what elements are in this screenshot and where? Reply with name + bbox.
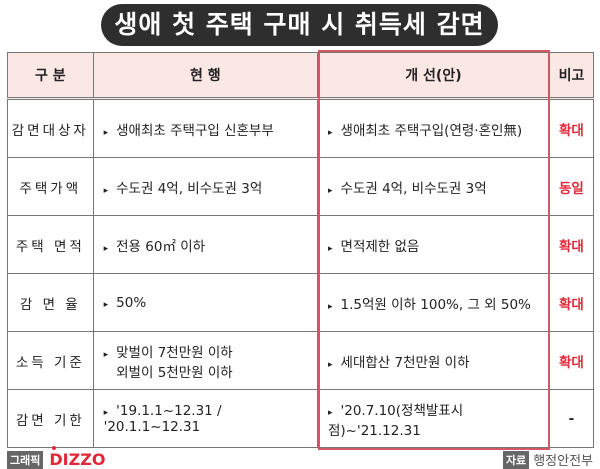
table-row: 감 면 율 ▸ 50% ▸ 1.5억원 이하 100%, 그 외 50% 확대: [7, 273, 595, 332]
row-proposed: ▸ 수도권 4억, 비수도권 3억: [317, 157, 550, 216]
row-current: ▸ 생애최초 주택구입 신혼부부: [92, 98, 319, 158]
row-proposed: ▸ 생애최초 주택구입(연령·혼인無): [317, 98, 550, 158]
row-current: ▸맞벌이 7천만원 이하▸외벌이 5천만원 이하: [92, 331, 319, 390]
row-current: ▸ 전용 60㎡ 이하: [92, 215, 319, 274]
row-proposed: ▸ '20.7.10(정책발표시점)~'21.12.31: [317, 389, 550, 448]
header-proposed: 개 선(안): [317, 52, 550, 100]
row-current: ▸ 수도권 4억, 비수도권 3억: [92, 157, 319, 216]
row-category: 주택가액: [7, 157, 94, 216]
bullet-icon: ▸: [103, 127, 109, 138]
table-row: 감면 기한 ▸ '19.1.1~12.31 / '20.1.1~12.31 ▸ '2…: [7, 389, 595, 448]
row-note: 동일: [548, 157, 595, 216]
bullet-icon: ▸: [328, 243, 333, 254]
row-proposed: ▸ 1.5억원 이하 100%, 그 외 50%: [317, 273, 550, 332]
page-title: 생애 첫 주택 구매 시 취득세 감면: [101, 4, 498, 46]
dizzo-logo: DIZZO: [49, 446, 105, 469]
row-category: 감면대상자: [7, 98, 94, 158]
row-note: 확대: [548, 98, 595, 158]
row-proposed: ▸ 면적제한 없음: [317, 215, 550, 274]
table-row: 주택 면적 ▸ 전용 60㎡ 이하 ▸ 면적제한 없음 확대: [7, 215, 595, 274]
table-row: 소득 기준 ▸맞벌이 7천만원 이하▸외벌이 5천만원 이하 ▸세대합산 7천만…: [7, 331, 595, 390]
graphic-credit: 그래픽 DIZZO: [7, 446, 105, 469]
bullet-icon: ▸: [328, 407, 333, 418]
row-category: 감면 기한: [7, 389, 94, 448]
row-current: ▸ 50%: [92, 273, 319, 332]
row-proposed: ▸ 세대합산 7천만원 이하: [317, 331, 550, 390]
row-note: 확대: [548, 331, 595, 390]
row-category: 주택 면적: [7, 215, 94, 274]
source-name: 행정안전부: [533, 454, 593, 469]
bullet-icon: ▸: [103, 407, 109, 418]
table-row: 주택가액 ▸ 수도권 4억, 비수도권 3억 ▸ 수도권 4억, 비수도권 3억 동…: [7, 157, 595, 216]
bullet-icon: ▸: [328, 185, 333, 196]
table-row: 감면대상자 ▸ 생애최초 주택구입 신혼부부 ▸ 생애최초 주택구입(연령·혼인無)…: [7, 98, 595, 158]
source-tag: 자료: [502, 450, 530, 469]
header-note: 비고: [548, 52, 595, 100]
bullet-icon: ▸: [103, 185, 109, 196]
row-current: ▸ '19.1.1~12.31 / '20.1.1~12.31: [92, 389, 319, 448]
graphic-tag: 그래픽: [7, 450, 44, 469]
bullet-icon: ▸: [328, 301, 333, 312]
bullet-icon: ▸: [103, 349, 109, 360]
row-category: 감 면 율: [7, 273, 94, 332]
header-category: 구 분: [7, 52, 94, 100]
row-note: 확대: [548, 215, 595, 274]
row-category: 소득 기준: [7, 331, 94, 390]
source-credit: 자료 행정안전부: [502, 450, 593, 469]
bullet-icon: ▸: [103, 299, 109, 310]
bullet-icon: ▸: [103, 243, 109, 254]
row-note: -: [548, 389, 595, 448]
header-current: 현 행: [92, 52, 319, 100]
row-note: 확대: [548, 273, 595, 332]
bullet-icon: ▸: [328, 359, 333, 370]
bullet-icon: ▸: [328, 127, 333, 138]
comparison-table: 구 분 현 행 개 선(안) 비고 감면대상자 ▸ 생애최초 주택구입 신혼부부 …: [7, 52, 595, 448]
